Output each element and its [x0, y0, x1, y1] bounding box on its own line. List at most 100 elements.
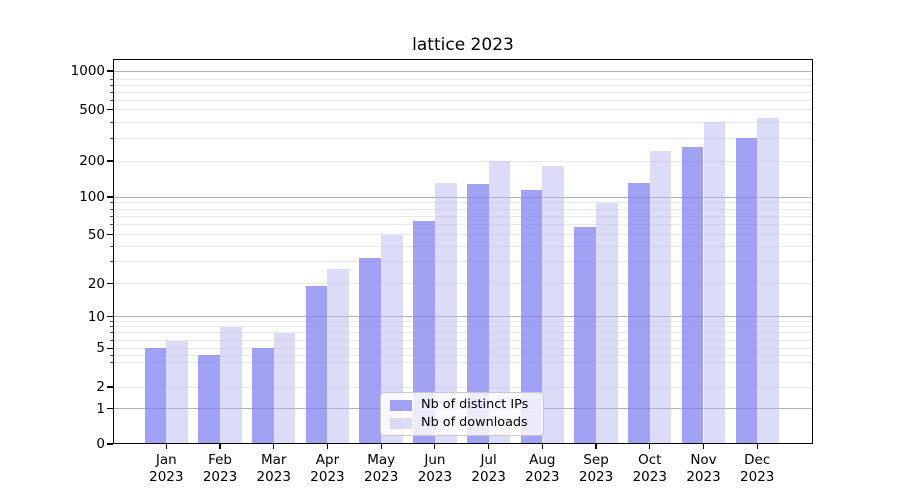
y-tick-label-2: 2	[96, 379, 105, 395]
x-tick-label-aug: Aug 2023	[511, 452, 573, 486]
x-tick-label-jan: Jan 2023	[135, 452, 197, 486]
x-tick-label-nov: Nov 2023	[673, 452, 735, 486]
bar-ips-nov	[681, 146, 704, 444]
x-tick-mark-dec	[756, 444, 758, 449]
gridline-major-100	[114, 196, 812, 198]
y-minor-tick-600	[110, 99, 113, 101]
y-tick-label-0: 0	[96, 436, 105, 452]
y-minor-tick-300	[110, 137, 113, 139]
gridline-minor-900	[114, 78, 812, 80]
gridline-minor-80	[114, 208, 812, 210]
y-minor-tick-7	[110, 332, 113, 334]
legend-swatch-ips	[390, 399, 412, 411]
x-tick-mark-aug	[541, 444, 543, 449]
x-tick-mark-apr	[326, 444, 329, 449]
y-tick-mark-10	[107, 315, 113, 318]
y-tick-mark-1	[107, 407, 113, 410]
y-minor-tick-90	[110, 202, 113, 204]
x-tick-mark-mar	[273, 444, 275, 449]
legend-item-downloads: Nb of downloads	[390, 416, 534, 430]
y-minor-tick-8	[110, 326, 113, 328]
gridline-minor-300	[114, 137, 812, 139]
y-minor-tick-9	[110, 320, 113, 322]
x-tick-label-mar: Mar 2023	[243, 452, 305, 486]
legend: Nb of distinct IPs Nb of downloads	[380, 392, 544, 436]
bar-ips-mar	[252, 348, 274, 444]
gridline-minor-400	[114, 121, 812, 123]
bar-ips-apr	[305, 285, 328, 444]
x-tick-label-jun: Jun 2023	[404, 452, 466, 486]
y-tick-mark-5	[107, 347, 113, 349]
legend-item-distinct-ips: Nb of distinct IPs	[390, 398, 534, 412]
y-tick-label-100: 100	[79, 189, 105, 205]
x-tick-year-mar: 2023	[256, 469, 291, 485]
y-tick-mark-1000	[107, 70, 113, 72]
bar-downloads-nov	[703, 122, 726, 444]
bar-ips-feb	[198, 355, 220, 444]
gridline-minor-9	[114, 320, 812, 322]
bar-ips-jun	[413, 221, 435, 444]
bar-ips-aug	[520, 189, 543, 444]
y-minor-tick-3	[110, 362, 113, 364]
gridline-minor-200	[114, 160, 812, 162]
gridline-minor-50	[114, 234, 812, 235]
x-tick-label-apr: Apr 2023	[296, 452, 358, 486]
bar-downloads-feb	[220, 326, 242, 444]
bar-downloads-sep	[596, 202, 618, 444]
x-tick-mark-sep	[595, 444, 597, 449]
bar-downloads-aug	[542, 166, 565, 444]
y-minor-tick-6	[110, 340, 113, 342]
x-tick-mark-feb	[219, 444, 221, 449]
x-tick-year-oct: 2023	[632, 469, 667, 485]
bar-ips-dec	[735, 138, 758, 444]
y-tick-mark-500	[107, 108, 113, 111]
x-tick-label-jul: Jul 2023	[458, 452, 520, 486]
gridline-minor-2	[114, 386, 812, 388]
gridline-minor-8	[114, 326, 812, 328]
gridline-minor-600	[114, 99, 812, 101]
y-tick-mark-100	[107, 196, 113, 198]
x-tick-mark-jun	[434, 444, 436, 449]
bar-downloads-apr	[327, 269, 350, 444]
gridline-minor-4	[114, 354, 812, 356]
bar-downloads-mar	[273, 332, 296, 444]
bar-ips-may	[359, 258, 382, 444]
y-tick-label-10: 10	[87, 308, 105, 325]
y-minor-tick-30	[110, 261, 113, 263]
x-tick-mark-nov	[702, 444, 705, 449]
x-tick-mark-jul	[488, 444, 490, 449]
gridline-major-10	[114, 316, 812, 317]
x-tick-year-may: 2023	[363, 469, 399, 485]
bar-ips-jan	[144, 348, 167, 444]
gridline-minor-70	[114, 215, 812, 217]
bar-ips-oct	[628, 183, 650, 444]
y-tick-mark-200	[107, 160, 113, 162]
gridline-minor-700	[114, 91, 812, 93]
gridline-minor-60	[114, 224, 812, 226]
x-tick-year-nov: 2023	[686, 469, 721, 485]
y-tick-mark-50	[107, 233, 113, 236]
x-tick-label-may: May 2023	[350, 452, 412, 486]
y-minor-tick-80	[110, 208, 113, 210]
y-tick-label-50: 50	[87, 226, 105, 243]
gridline-minor-5	[114, 347, 812, 349]
y-minor-tick-70	[110, 215, 113, 217]
y-minor-tick-900	[110, 78, 113, 81]
x-tick-year-sep: 2023	[578, 469, 614, 485]
y-tick-label-1: 1	[96, 400, 105, 417]
y-minor-tick-700	[110, 91, 113, 93]
x-tick-year-aug: 2023	[525, 469, 560, 485]
x-tick-year-jun: 2023	[417, 469, 453, 485]
x-tick-label-oct: Oct 2023	[619, 452, 681, 486]
x-tick-year-jan: 2023	[149, 469, 184, 485]
gridline-minor-800	[114, 84, 812, 86]
gridline-minor-90	[114, 202, 812, 204]
y-tick-label-500: 500	[79, 101, 105, 118]
gridline-minor-40	[114, 245, 812, 247]
y-minor-tick-800	[110, 84, 113, 87]
y-tick-mark-2	[107, 386, 113, 388]
y-minor-tick-40	[110, 245, 113, 248]
x-tick-mark-may	[380, 444, 382, 449]
bar-ips-sep	[574, 227, 597, 444]
